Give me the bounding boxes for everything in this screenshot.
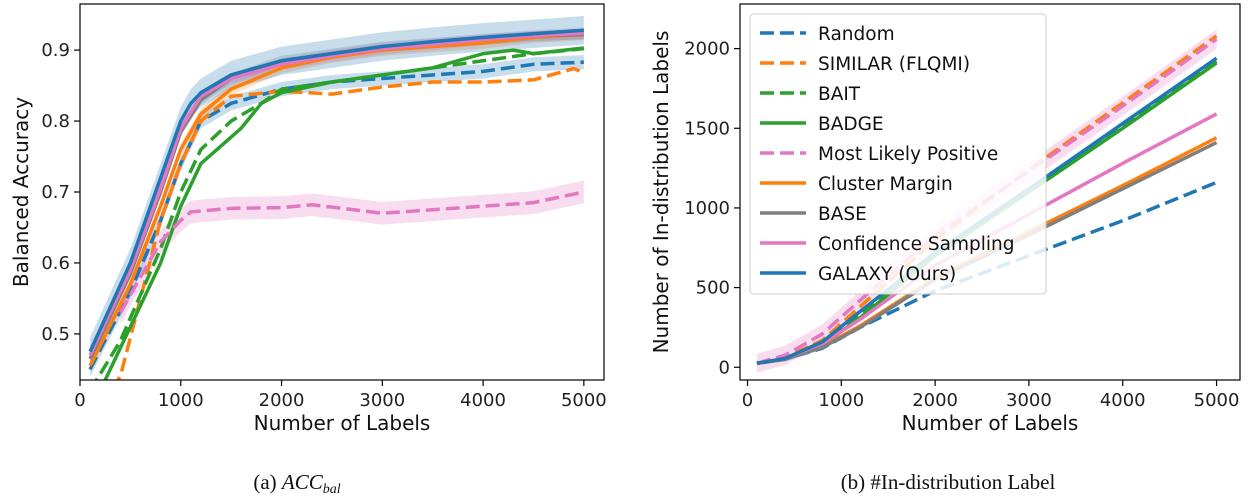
y-tick-label: 0.6 <box>41 253 70 274</box>
y-tick-label: 2000 <box>684 39 730 60</box>
y-tick-label: 0.8 <box>41 111 70 132</box>
series-line-a-galaxy-ours- <box>88 28 584 353</box>
legend-box <box>749 13 1047 295</box>
legend-entry: BADGE <box>818 114 884 135</box>
legend-entry: Random <box>818 24 895 45</box>
legend-entry: BASE <box>818 204 867 225</box>
chart-balanced-accuracy: 0 1000 2000 3000 4000 5000 0.5 0.6 0.7 0.8 0.9 Num… <box>9 3 607 435</box>
y-tick-label: 0.9 <box>41 40 70 61</box>
caption-a-sub: bal <box>323 482 341 497</box>
chart-in-distribution-labels: 0 1000 2000 3000 4000 5000 0 500 1000 1500 2000 Ra… <box>649 3 1241 435</box>
legend: Random SIMILAR (FLQMI) BAIT BADGE Most Likel… <box>749 13 1047 295</box>
caption-b: (b) #In-distribution Label <box>841 470 1056 494</box>
legend-entry: BAIT <box>818 84 861 105</box>
x-tick-label: 5000 <box>1194 390 1240 411</box>
y-axis-label-a: Balanced Accuracy <box>9 97 33 287</box>
x-axis-label-a: Number of Labels <box>254 411 431 435</box>
tick-group-a: 0 1000 2000 3000 4000 5000 0.5 0.6 0.7 0.8 0.9 <box>41 40 606 411</box>
legend-entry: GALAXY (Ours) <box>818 264 956 285</box>
tick-group-b: 0 1000 2000 3000 4000 5000 0 500 1000 1500 2000 <box>684 39 1239 411</box>
series-line-a-badge <box>103 46 585 380</box>
x-tick-label: 2000 <box>912 390 958 411</box>
y-tick-label: 1000 <box>684 198 730 219</box>
y-tick-label: 0.7 <box>41 182 70 203</box>
y-tick-label: 1500 <box>684 118 730 139</box>
series-line-a-random <box>88 60 584 371</box>
x-tick-label: 5000 <box>561 390 607 411</box>
series-line-a-cluster-margin <box>88 32 584 367</box>
y-tick-label: 0 <box>719 357 730 378</box>
x-tick-label: 2000 <box>259 390 305 411</box>
x-tick-label: 3000 <box>359 390 405 411</box>
y-axis-label-b: Number of In-distribution Labels <box>649 31 673 354</box>
x-tick-label: 1000 <box>158 390 204 411</box>
legend-entry: Most Likely Positive <box>818 144 998 165</box>
x-tick-label: 3000 <box>1006 390 1052 411</box>
legend-entry: Cluster Margin <box>818 174 953 195</box>
caption-a-prefix: (a) <box>253 470 282 494</box>
caption-a: (a) ACCbal <box>253 470 340 497</box>
series-line-b-random <box>756 180 1218 366</box>
series-line-a-bait <box>94 46 585 380</box>
x-tick-label: 4000 <box>1100 390 1146 411</box>
x-tick-label: 0 <box>74 390 85 411</box>
band-a-most-likely-positive <box>120 180 584 324</box>
x-axis-label-b: Number of Labels <box>902 411 1079 435</box>
plot-frame-b <box>739 3 1241 381</box>
x-tick-label: 4000 <box>460 390 506 411</box>
legend-entry: Confidence Sampling <box>818 234 1015 255</box>
y-tick-label: 500 <box>696 278 730 299</box>
x-tick-label: 0 <box>742 390 753 411</box>
series-line-a-most-likely-positive <box>118 190 585 314</box>
x-tick-label: 1000 <box>818 390 864 411</box>
legend-entry: SIMILAR (FLQMI) <box>818 54 970 75</box>
caption-a-main: ACC <box>280 470 324 494</box>
series-group-a <box>88 16 585 380</box>
y-tick-label: 0.5 <box>41 324 70 345</box>
series-line-a-confidence-sampling <box>88 31 584 356</box>
